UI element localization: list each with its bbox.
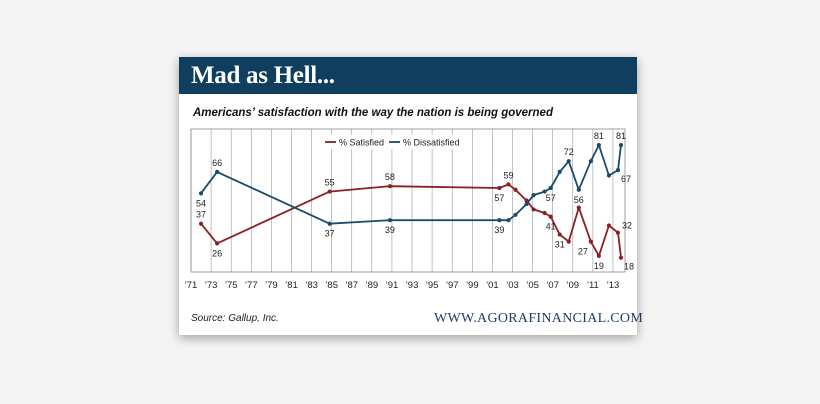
data-point — [566, 239, 571, 244]
data-point — [497, 218, 502, 223]
x-tick-label: ’99 — [466, 280, 479, 291]
series-line — [200, 144, 622, 225]
x-axis-ticks: ’71 ’73 ’75 ’77 ’79 ’81 ’83 ’85 ’87 ’89 ’91 ’93 ’95 ’… — [185, 280, 620, 291]
plot-frame — [190, 128, 626, 273]
series-lines — [198, 142, 624, 260]
data-label: 57 — [546, 193, 556, 203]
x-tick-label: ’81 — [285, 280, 298, 291]
data-point — [566, 159, 571, 164]
data-label: 72 — [564, 147, 574, 157]
data-label: 26 — [212, 248, 222, 258]
data-point — [606, 223, 612, 228]
banner-title: Mad as Hell... — [191, 62, 335, 89]
x-tick-label: ’87 — [345, 280, 358, 291]
data-point — [615, 168, 621, 173]
x-tick-label: ’71 — [185, 280, 198, 291]
data-point — [615, 230, 621, 235]
data-label: 41 — [546, 222, 556, 232]
data-label: 81 — [616, 131, 626, 141]
legend-label: % Dissatisfied — [403, 138, 460, 148]
data-point — [557, 169, 562, 174]
data-point — [198, 221, 204, 226]
data-point — [387, 184, 393, 189]
data-point — [576, 205, 581, 210]
data-point — [596, 142, 601, 148]
x-tick-label: ’07 — [546, 280, 559, 291]
data-label: 55 — [325, 178, 335, 188]
data-point — [588, 239, 593, 244]
data-label: 19 — [594, 261, 604, 271]
data-point — [327, 221, 332, 226]
x-tick-label: ’83 — [305, 280, 318, 291]
data-label: 32 — [622, 221, 632, 231]
data-point — [596, 253, 601, 259]
x-tick-label: ’01 — [486, 280, 499, 291]
data-point — [576, 187, 581, 192]
line-chart: ’71 ’73 ’75 ’77 ’79 ’81 ’83 ’85 ’87 ’89 ’91 ’93 ’95 ’… — [185, 128, 634, 291]
data-label: 54 — [196, 198, 206, 208]
data-label: 81 — [594, 131, 604, 141]
data-point — [513, 212, 518, 217]
data-label: 67 — [621, 174, 631, 184]
x-tick-label: ’97 — [446, 280, 459, 291]
data-point — [618, 142, 624, 148]
data-point — [557, 232, 562, 237]
grid-lines — [190, 129, 614, 272]
x-tick-label: ’93 — [406, 280, 419, 291]
x-tick-label: ’85 — [325, 280, 338, 291]
data-point — [531, 207, 536, 212]
data-point — [618, 255, 624, 260]
data-point — [215, 169, 220, 174]
data-point — [327, 189, 332, 194]
data-label: 59 — [503, 170, 513, 180]
x-tick-label: ’79 — [265, 280, 278, 291]
x-tick-label: ’75 — [225, 280, 238, 291]
data-point — [588, 159, 593, 164]
legend-label: % Satisfied — [339, 138, 384, 148]
data-point — [542, 189, 547, 194]
data-label: 27 — [578, 247, 588, 257]
x-tick-label: ’13 — [607, 280, 620, 291]
data-point — [531, 193, 536, 198]
legend: % Satisfied % Dissatisfied — [320, 135, 468, 149]
data-labels: 37 26 55 58 57 59 41 31 27 19 32 18 54 66 37 39 39 57 72 56… — [196, 131, 634, 272]
source-note: Source: Gallup, Inc. — [191, 313, 279, 324]
x-tick-label: ’03 — [506, 280, 519, 291]
data-label: 39 — [494, 225, 504, 235]
x-tick-label: ’91 — [386, 280, 399, 291]
x-tick-label: ’77 — [245, 280, 258, 291]
data-point — [524, 201, 529, 207]
x-tick-label: ’05 — [526, 280, 539, 291]
data-point — [548, 185, 553, 191]
data-point — [497, 185, 502, 191]
data-label: 31 — [555, 239, 565, 249]
title-banner: Mad as Hell... — [179, 57, 637, 94]
data-label: 66 — [212, 158, 222, 168]
data-label: 39 — [385, 225, 395, 235]
x-tick-label: ’11 — [587, 280, 599, 291]
x-tick-label: ’89 — [365, 280, 378, 291]
data-point — [506, 218, 511, 223]
data-point — [387, 218, 393, 223]
data-point — [542, 210, 547, 216]
data-label: 37 — [196, 210, 206, 220]
data-label: 57 — [494, 193, 504, 203]
data-label: 56 — [574, 195, 584, 205]
x-tick-label: ’73 — [205, 280, 218, 291]
data-point — [198, 191, 204, 196]
data-label: 18 — [624, 262, 634, 272]
data-point — [548, 214, 553, 219]
website-link[interactable]: WWW.AGORAFINANCIAL.COM — [434, 311, 644, 326]
data-point — [513, 187, 518, 192]
chart-title: Americans’ satisfaction with the way the… — [193, 107, 553, 119]
data-point — [606, 173, 612, 178]
data-point — [215, 241, 220, 246]
data-point — [506, 182, 511, 187]
x-tick-label: ’95 — [426, 280, 439, 291]
data-label: 37 — [325, 229, 335, 239]
chart-card: Mad as Hell... Americans’ satisfaction w… — [179, 57, 643, 335]
x-tick-label: ’09 — [566, 280, 579, 291]
data-label: 58 — [385, 172, 395, 182]
